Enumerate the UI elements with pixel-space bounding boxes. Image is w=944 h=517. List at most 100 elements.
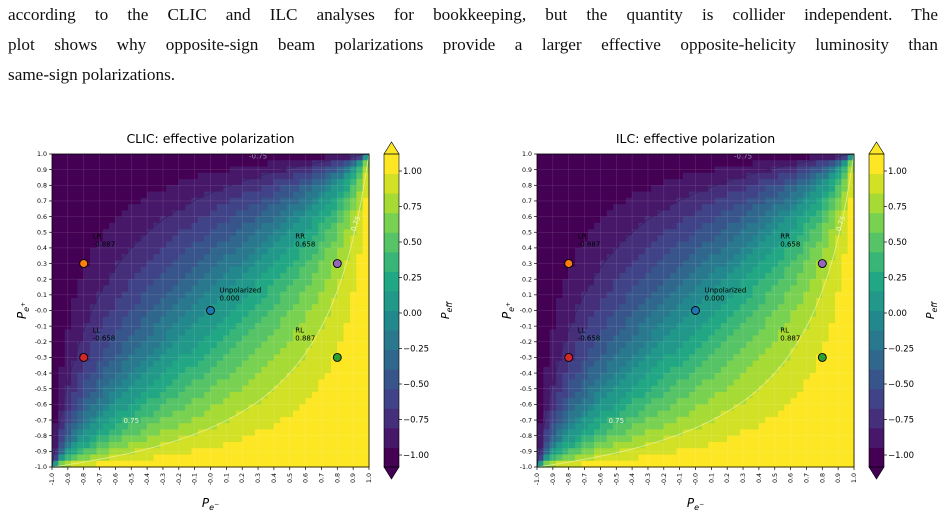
x-axis-label: Pe− (202, 496, 219, 512)
colorbar-tick-label: 0.25 (403, 274, 422, 284)
x-tick-label: -0.2 (176, 473, 183, 485)
x-tick-label: 0.2 (724, 473, 731, 483)
x-tick-label: 1.0 (851, 473, 858, 483)
clic-figure-panel: CLIC: effective polarization -0.75 0.75 0.7… (15, 131, 454, 512)
x-tick-label: 0.5 (287, 473, 294, 483)
x-tick-label: -0.3 (645, 473, 652, 485)
y-tick-label: 0.9 (37, 167, 47, 174)
colorbar-label: Peff (439, 301, 454, 320)
x-tick-label: 0.7 (318, 473, 325, 483)
marker-unpolarized (691, 306, 700, 315)
y-tick-label: 0.6 (522, 214, 532, 221)
y-tick-label: -0.4 (520, 370, 532, 377)
x-tick-label: -0.3 (160, 473, 167, 485)
x-tick-label: 0.8 (334, 473, 341, 483)
x-tick-label: 1.0 (366, 473, 373, 483)
y-tick-label: 1.0 (522, 151, 532, 158)
colorbar-tick-label: 0.00 (888, 309, 907, 319)
y-tick-label: 0.2 (522, 276, 532, 283)
y-tick-label: -1.0 (520, 464, 532, 471)
marker-rl (332, 352, 342, 362)
x-tick-label: -0.0 (208, 473, 215, 485)
contour-line (536, 153, 855, 468)
y-tick-label: 0.7 (37, 198, 47, 205)
y-tick-label: -0.8 (520, 433, 532, 440)
point-value-lr: -0.887 (93, 241, 116, 249)
colorbar-bottom-arrow (868, 466, 885, 480)
contour-line (536, 153, 855, 468)
marker-lr (564, 259, 574, 269)
y-tick-label: 0.9 (522, 167, 532, 174)
colorbar (384, 154, 399, 468)
x-tick-label: -0.1 (192, 473, 199, 485)
x-axis-label: Pe− (687, 496, 704, 512)
y-axis-label: Pe+ (15, 302, 31, 319)
point-value-rr: 0.658 (780, 241, 800, 249)
y-tick-label: -0.5 (35, 386, 47, 393)
colorbar-tick-label: 0.25 (888, 274, 907, 284)
point-label-lr: LR (578, 233, 587, 241)
colorbar-tick-label: 0.00 (403, 309, 422, 319)
x-tick-label: 0.2 (239, 473, 246, 483)
contour-label: 0.75 (608, 417, 624, 425)
y-tick-label: 0.8 (522, 183, 532, 190)
point-label-unpolarized: Unpolarized (705, 287, 747, 295)
y-tick-label: -0.0 (520, 308, 532, 315)
y-tick-label: -1.0 (35, 464, 47, 471)
y-tick-label: 0.3 (522, 261, 532, 268)
contour-label: -0.75 (249, 153, 267, 161)
x-tick-label: -0.4 (629, 473, 636, 485)
point-label-lr: LR (93, 233, 102, 241)
x-tick-label: 0.1 (708, 473, 715, 483)
colorbar-tick-label: −0.50 (403, 380, 429, 390)
colorbar-tick-label: 0.50 (403, 238, 422, 248)
heatmap (52, 154, 370, 468)
y-tick-label: -0.7 (35, 417, 47, 424)
point-label-rr: RR (780, 233, 790, 241)
y-tick-label: 1.0 (37, 151, 47, 158)
marker-unpolarized (206, 306, 215, 315)
colorbar-tick-label: −1.00 (888, 451, 914, 461)
x-tick-label: -0.0 (693, 473, 700, 485)
y-tick-label: -0.6 (520, 402, 532, 409)
x-tick-label: -0.9 (65, 473, 72, 485)
colorbar-frame (868, 153, 885, 468)
x-tick-label: -1.0 (534, 473, 541, 485)
colorbar-tick-label: 0.75 (888, 203, 907, 213)
point-value-ll: -0.658 (93, 334, 116, 342)
point-value-unpolarized: 0.000 (705, 295, 725, 303)
y-tick-label: -0.1 (520, 323, 532, 330)
contour-label: -0.75 (734, 153, 752, 161)
point-label-rl: RL (780, 326, 789, 334)
colorbar (869, 154, 884, 468)
y-tick-label: 0.5 (522, 229, 532, 236)
y-tick-label: -0.0 (35, 308, 47, 315)
marker-rr (817, 259, 827, 269)
body-paragraph: according to the CLIC and ILC analyses f… (8, 0, 938, 90)
y-tick-label: -0.3 (35, 355, 47, 362)
chart-title: CLIC: effective polarization (126, 131, 294, 146)
marker-rr (332, 259, 342, 269)
contour-line (51, 153, 370, 468)
colorbar-tick-label: 0.75 (403, 203, 422, 213)
x-tick-label: 0.7 (803, 473, 810, 483)
heatmap (537, 154, 855, 468)
y-tick-label: -0.4 (35, 370, 47, 377)
point-label-rl: RL (295, 326, 304, 334)
colorbar-tick-label: −0.75 (888, 416, 914, 426)
y-tick-label: -0.9 (35, 449, 47, 456)
x-tick-label: 0.3 (255, 473, 262, 483)
x-tick-label: -0.4 (144, 473, 151, 485)
colorbar-label: Peff (924, 301, 939, 320)
x-tick-label: 0.6 (788, 473, 795, 483)
y-tick-label: 0.2 (37, 276, 47, 283)
point-label-ll: LL (93, 326, 101, 334)
x-tick-label: -0.1 (677, 473, 684, 485)
y-tick-label: 0.4 (522, 245, 532, 252)
y-tick-label: -0.7 (520, 417, 532, 424)
marker-ll (564, 352, 574, 362)
y-tick-label: 0.1 (522, 292, 532, 299)
point-value-rr: 0.658 (295, 241, 315, 249)
point-label-rr: RR (295, 233, 305, 241)
x-tick-label: -1.0 (49, 473, 56, 485)
